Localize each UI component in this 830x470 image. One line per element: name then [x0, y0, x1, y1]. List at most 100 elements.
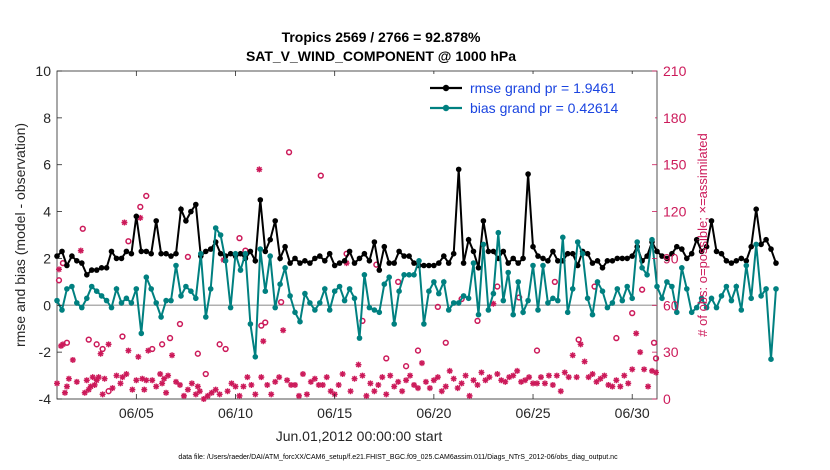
- series-point-bias: [693, 304, 700, 311]
- obs-assimilated-marker: [454, 385, 461, 392]
- series-point-bias: [614, 286, 621, 292]
- obs-assimilated-marker: [470, 377, 477, 384]
- series-point-rmse: [525, 171, 531, 177]
- series-point-rmse: [688, 250, 695, 257]
- series-point-bias: [178, 293, 184, 299]
- obs-assimilated-marker: [176, 381, 183, 388]
- obs-assimilated-marker: [299, 371, 306, 378]
- series-point-bias: [520, 309, 526, 316]
- obs-assimilated-marker: [121, 219, 128, 226]
- series-point-bias: [684, 286, 690, 292]
- obs-assimilated-marker: [123, 371, 130, 378]
- series-point-rmse: [500, 248, 507, 255]
- series-point-rmse: [366, 258, 373, 264]
- series-point-bias: [108, 304, 115, 311]
- obs-possible-marker: [474, 317, 481, 325]
- series-point-rmse: [703, 243, 710, 250]
- series-point-rmse: [674, 243, 680, 250]
- series-point-bias: [188, 288, 194, 295]
- series-point-rmse: [584, 250, 591, 257]
- series-point-rmse: [654, 248, 660, 255]
- series-point-rmse: [193, 201, 199, 208]
- series-point-bias: [540, 262, 546, 269]
- obs-assimilated-marker: [414, 385, 421, 392]
- obs-assimilated-marker: [653, 369, 660, 376]
- obs-assimilated-marker: [216, 391, 223, 398]
- obs-assimilated-marker: [462, 372, 469, 379]
- obs-assimilated-marker: [589, 371, 596, 378]
- series-point-rmse: [287, 260, 293, 266]
- obs-assimilated-marker: [522, 377, 529, 384]
- obs-assimilated-marker: [355, 361, 362, 368]
- series-point-rmse: [307, 260, 313, 266]
- series-point-bias: [396, 288, 402, 295]
- obs-assimilated-marker: [125, 347, 132, 354]
- obs-assimilated-marker: [478, 369, 485, 376]
- series-point-rmse: [371, 239, 378, 245]
- obs-assimilated-marker: [135, 353, 142, 360]
- series-point-rmse: [599, 265, 606, 271]
- obs-assimilated-marker: [537, 374, 544, 381]
- series-point-rmse: [520, 255, 526, 262]
- series-point-bias: [242, 250, 249, 257]
- obs-possible-marker: [137, 203, 144, 211]
- series-point-rmse: [698, 248, 705, 255]
- obs-assimilated-marker: [196, 388, 203, 395]
- obs-assimilated-marker: [617, 383, 624, 390]
- series-point-bias: [564, 309, 571, 316]
- y-right-tick-label: 90: [663, 250, 679, 266]
- obs-assimilated-marker: [141, 386, 148, 393]
- series-point-rmse: [679, 246, 685, 252]
- series-point-rmse: [555, 258, 561, 264]
- series-point-bias: [475, 311, 482, 318]
- series-point-bias: [560, 234, 566, 241]
- series-point-bias: [222, 258, 229, 264]
- series-point-bias: [629, 295, 635, 302]
- series-point-bias: [450, 300, 457, 306]
- obs-assimilated-marker: [446, 367, 453, 374]
- obs-assimilated-marker: [315, 381, 322, 388]
- obs-possible-marker: [650, 339, 658, 346]
- series-point-bias: [168, 297, 174, 304]
- series-point-rmse: [381, 243, 388, 250]
- series-point-bias: [262, 288, 269, 295]
- series-point-rmse: [227, 250, 234, 257]
- series-point-rmse: [684, 255, 690, 262]
- obs-assimilated-marker: [395, 378, 402, 385]
- obs-assimilated-marker: [105, 341, 112, 348]
- obs-assimilated-marker: [645, 383, 652, 390]
- obs-assimilated-marker: [137, 214, 144, 221]
- obs-assimilated-marker: [311, 375, 318, 382]
- series-point-bias: [98, 293, 105, 299]
- series-point-bias: [227, 304, 234, 311]
- obs-assimilated-marker: [256, 166, 263, 173]
- series-point-rmse: [386, 260, 393, 266]
- obs-assimilated-marker: [530, 380, 537, 387]
- obs-possible-marker: [236, 234, 243, 242]
- series-point-rmse: [247, 248, 254, 255]
- series-point-rmse: [421, 262, 427, 269]
- series-point-bias: [411, 272, 417, 278]
- obs-assimilated-marker: [303, 391, 310, 398]
- series-point-rmse: [480, 218, 487, 224]
- data-file-footer: data file: /Users/raeder/DAI/ATM_forcXX/…: [178, 454, 618, 461]
- series-point-rmse: [143, 248, 150, 255]
- series-point-bias: [237, 267, 244, 273]
- x-tick-label: 06/25: [516, 405, 551, 421]
- series-point-rmse: [723, 258, 730, 264]
- obs-assimilated-marker: [502, 378, 509, 385]
- series-point-rmse: [604, 258, 611, 264]
- obs-possible-marker: [79, 225, 86, 232]
- series-point-rmse: [257, 197, 264, 203]
- y-axis-ticks: -4 -2 0 2 4 6 8 10: [35, 63, 62, 407]
- series-point-bias: [644, 272, 650, 278]
- obs-assimilated-marker: [129, 386, 136, 393]
- obs-assimilated-marker: [486, 374, 493, 381]
- obs-assimilated-marker: [633, 330, 640, 337]
- obs-assimilated-marker: [59, 341, 66, 348]
- obs-count-markers: [54, 149, 660, 402]
- series-point-bias: [331, 288, 338, 295]
- series-group: [54, 166, 779, 363]
- series-point-rmse: [644, 253, 650, 259]
- y-tick-label: 10: [35, 63, 51, 79]
